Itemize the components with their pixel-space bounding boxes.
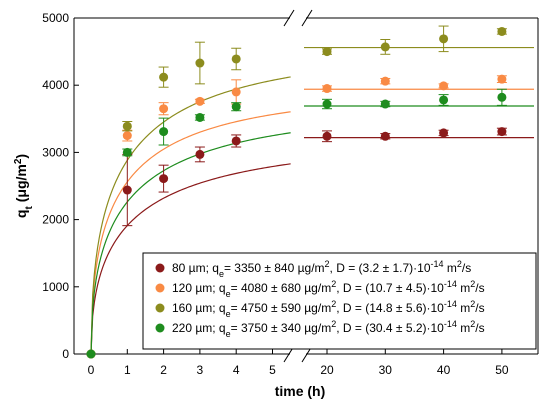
x-tick-label: 30 bbox=[379, 363, 393, 377]
data-point bbox=[497, 74, 507, 84]
data-point bbox=[122, 121, 132, 131]
data-point bbox=[122, 131, 132, 141]
data-point bbox=[122, 185, 132, 195]
fit-curve bbox=[90, 111, 291, 355]
x-tick-label: 40 bbox=[437, 363, 451, 377]
legend-entry: 220 µm; qe= 3750 ± 340 µg/m2, D = (30.4 … bbox=[172, 319, 485, 339]
y-tick-label: 0 bbox=[62, 347, 69, 361]
x-axis-title: time (h) bbox=[275, 383, 326, 399]
data-point bbox=[159, 127, 169, 137]
data-point bbox=[439, 95, 449, 105]
legend: 80 µm; qe= 3350 ± 840 µg/m2, D = (3.2 ± … bbox=[155, 259, 485, 339]
data-point bbox=[86, 349, 96, 359]
data-point bbox=[322, 99, 332, 109]
data-point bbox=[159, 104, 169, 114]
data-point bbox=[159, 174, 169, 184]
y-tick-label: 1000 bbox=[42, 280, 69, 294]
data-point bbox=[322, 47, 332, 57]
data-point bbox=[380, 76, 390, 86]
legend-entry: 80 µm; qe= 3350 ± 840 µg/m2, D = (3.2 ± … bbox=[172, 259, 471, 279]
data-point bbox=[195, 149, 205, 159]
y-tick-label: 2000 bbox=[42, 213, 69, 227]
legend-box bbox=[142, 252, 537, 350]
legend-entry: 160 µm; qe= 4750 ± 590 µg/m2, D = (14.8 … bbox=[172, 299, 485, 319]
data-point bbox=[195, 58, 205, 68]
x-tick-label: 0 bbox=[88, 363, 95, 377]
data-point bbox=[497, 127, 507, 137]
data-point bbox=[380, 42, 390, 52]
data-point bbox=[380, 131, 390, 141]
data-points bbox=[86, 25, 507, 359]
data-point bbox=[231, 54, 241, 64]
data-point bbox=[439, 128, 449, 138]
fit-curve bbox=[90, 163, 291, 355]
x-tick-label: 2 bbox=[160, 363, 167, 377]
y-tick-label: 3000 bbox=[42, 145, 69, 159]
legend-marker bbox=[155, 263, 165, 273]
data-point bbox=[231, 102, 241, 112]
data-point bbox=[159, 72, 169, 82]
data-point bbox=[322, 131, 332, 141]
top-axis-break-mark bbox=[283, 9, 313, 27]
data-point bbox=[195, 96, 205, 106]
y-axis-title: qt (μg/m2) bbox=[13, 154, 35, 218]
y-tick-label: 5000 bbox=[42, 11, 69, 25]
x-tick-label: 4 bbox=[233, 363, 240, 377]
data-point bbox=[231, 87, 241, 97]
fit-curve bbox=[90, 76, 291, 355]
data-point bbox=[497, 26, 507, 36]
fit-curves bbox=[90, 46, 534, 355]
data-point bbox=[439, 34, 449, 44]
legend-marker bbox=[155, 323, 165, 333]
data-point bbox=[380, 99, 390, 109]
y-tick-label: 4000 bbox=[42, 78, 69, 92]
data-point bbox=[231, 136, 241, 146]
legend-entry: 120 µm; qe= 4080 ± 680 µg/m2, D = (10.7 … bbox=[172, 279, 485, 299]
data-point bbox=[122, 147, 132, 157]
legend-marker bbox=[155, 303, 165, 313]
data-point bbox=[322, 84, 332, 94]
x-tick-label: 20 bbox=[320, 363, 334, 377]
fit-curve bbox=[90, 132, 291, 355]
legend-marker bbox=[155, 283, 165, 293]
data-point bbox=[439, 81, 449, 91]
x-tick-label: 50 bbox=[495, 363, 509, 377]
y-axis-ticks: 0 1000 2000 3000 4000 5000 bbox=[42, 11, 79, 361]
data-point bbox=[497, 92, 507, 102]
x-tick-label: 5 bbox=[269, 363, 276, 377]
x-tick-label: 1 bbox=[124, 363, 131, 377]
data-point bbox=[195, 112, 205, 122]
x-tick-label: 3 bbox=[197, 363, 204, 377]
x-axis-ticks: 0 1 2 3 4 5 20 30 40 50 bbox=[88, 349, 509, 377]
